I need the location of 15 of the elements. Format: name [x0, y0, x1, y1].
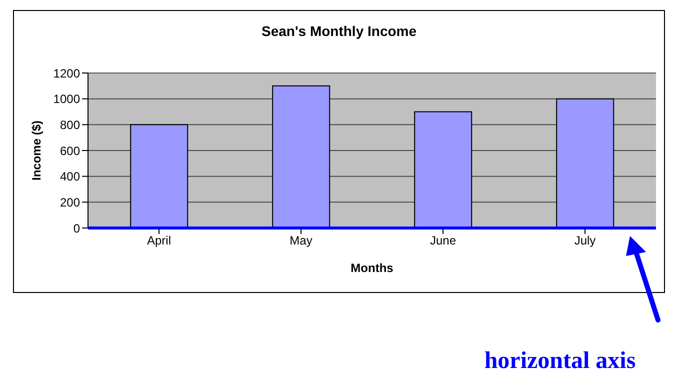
y-tick-label: 400: [60, 170, 80, 184]
x-tick-label: April: [146, 234, 172, 248]
chart-title: Sean's Monthly Income: [260, 23, 418, 39]
y-tick-label: 200: [60, 195, 80, 210]
y-tick-label: 1200: [53, 66, 80, 80]
x-tick-label: July: [574, 234, 596, 248]
y-tick-label: 1000: [53, 92, 80, 106]
text: horizontal axis: [483, 348, 637, 375]
y-tick-label: 0: [73, 221, 80, 236]
y-axis-title: Income ($): [29, 120, 44, 181]
y-tick-label: 800: [60, 118, 80, 132]
x-tick-label: May: [290, 234, 312, 248]
x-axis-title: Months: [350, 261, 394, 275]
y-tick-label: 600: [60, 144, 80, 158]
x-tick-label: June: [430, 234, 456, 248]
